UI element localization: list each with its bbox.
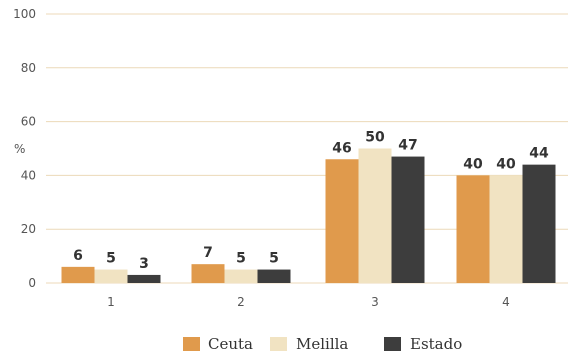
data-label-estado-2: 5 <box>269 251 279 267</box>
data-label-melilla-2: 5 <box>236 251 246 267</box>
data-label-melilla-3: 50 <box>365 130 385 146</box>
bar-melilla-4 <box>489 175 523 283</box>
x-tick-label-4: 4 <box>502 295 510 309</box>
data-label-ceuta-2: 7 <box>203 245 213 261</box>
data-label-melilla-1: 5 <box>106 251 116 267</box>
y-tick-label-20: 20 <box>21 222 36 236</box>
y-tick-label-0: 0 <box>28 276 36 290</box>
legend-label-estado: Estado <box>410 335 462 353</box>
x-tick-label-1: 1 <box>107 295 115 309</box>
legend-swatch-estado <box>384 337 401 351</box>
bar-estado-1 <box>127 274 161 283</box>
data-label-estado-1: 3 <box>139 256 149 272</box>
legend-label-ceuta: Ceuta <box>208 335 253 353</box>
data-label-ceuta-4: 40 <box>463 156 483 172</box>
data-label-estado-4: 44 <box>529 146 549 162</box>
legend-label-melilla: Melilla <box>296 335 348 353</box>
bar-ceuta-4 <box>456 175 490 283</box>
legend: Ceuta Melilla Estado <box>183 335 462 353</box>
bar-ceuta-2 <box>191 264 225 283</box>
y-tick-label-40: 40 <box>21 168 36 182</box>
data-label-ceuta-1: 6 <box>73 248 83 264</box>
bar-estado-3 <box>391 156 425 283</box>
data-label-ceuta-3: 46 <box>332 140 351 156</box>
data-labels: 6 5 3 7 5 5 46 50 47 40 40 44 <box>73 130 549 272</box>
data-label-melilla-4: 40 <box>496 156 516 172</box>
bar-melilla-1 <box>94 269 128 283</box>
legend-swatch-melilla <box>270 337 287 351</box>
bar-estado-2 <box>257 269 291 283</box>
y-tick-label-80: 80 <box>21 61 36 75</box>
x-tick-label-2: 2 <box>237 295 245 309</box>
bar-estado-4 <box>522 164 556 283</box>
bar-ceuta-3 <box>325 159 359 283</box>
bar-melilla-3 <box>358 148 392 283</box>
y-tick-label-100: 100 <box>13 7 36 21</box>
bars <box>61 148 556 283</box>
y-axis-ticks: 0 20 40 60 80 100 <box>13 7 36 290</box>
data-label-estado-3: 47 <box>398 138 417 154</box>
y-tick-label-60: 60 <box>21 115 36 129</box>
bar-ceuta-1 <box>61 266 95 283</box>
y-axis-unit-label: % <box>14 142 25 156</box>
x-axis-ticks: 1 2 3 4 <box>107 295 510 309</box>
legend-swatch-ceuta <box>183 337 200 351</box>
bar-melilla-2 <box>224 269 258 283</box>
x-tick-label-3: 3 <box>371 295 379 309</box>
